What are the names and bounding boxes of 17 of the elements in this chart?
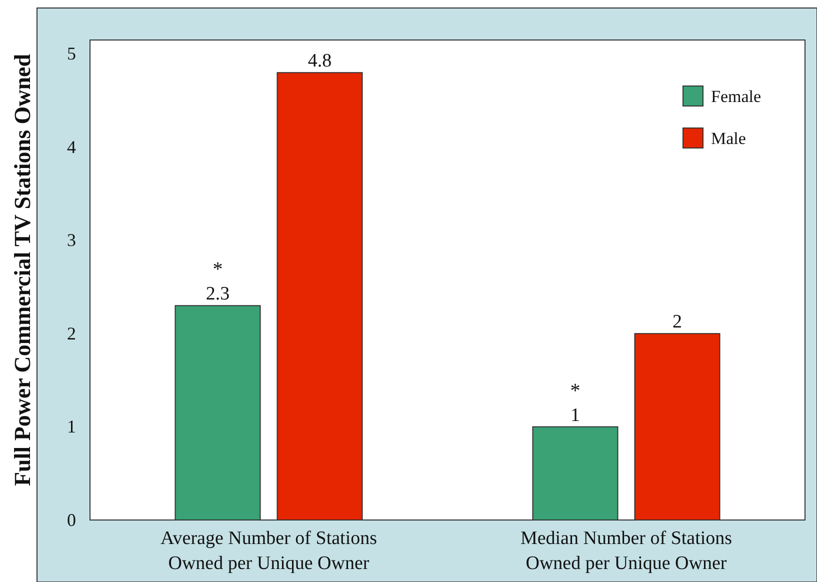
annotation: * xyxy=(570,380,580,402)
legend-label: Male xyxy=(711,129,746,148)
annotation: * xyxy=(212,258,223,281)
legend-label: Female xyxy=(711,87,762,106)
y-tick-label: 3 xyxy=(67,230,76,250)
x-tick-label: Median Number of Stations Owned per Unique Owner xyxy=(520,528,732,574)
data-label: 2 xyxy=(672,312,682,333)
y-tick-label: 0 xyxy=(67,510,76,530)
data-label: 1 xyxy=(570,404,580,426)
y-tick-label: 1 xyxy=(67,416,76,437)
y-tick-label: 4 xyxy=(67,136,76,157)
data-label: 2.3 xyxy=(206,284,230,305)
data-label: 4.8 xyxy=(308,50,332,72)
y-tick-label: 5 xyxy=(67,44,76,64)
x-tick-label: Average Number of Stations Owned per Unique Owner xyxy=(160,528,378,574)
y-tick-label: 2 xyxy=(67,323,76,344)
y-axis-title: Full Power Commercial TV Stations Owned xyxy=(10,54,35,486)
